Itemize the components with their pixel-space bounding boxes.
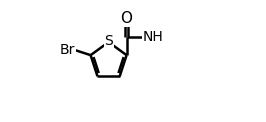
Text: O: O <box>120 11 132 26</box>
Text: NH: NH <box>143 30 164 44</box>
Text: Br: Br <box>60 43 75 57</box>
Text: S: S <box>104 34 113 48</box>
